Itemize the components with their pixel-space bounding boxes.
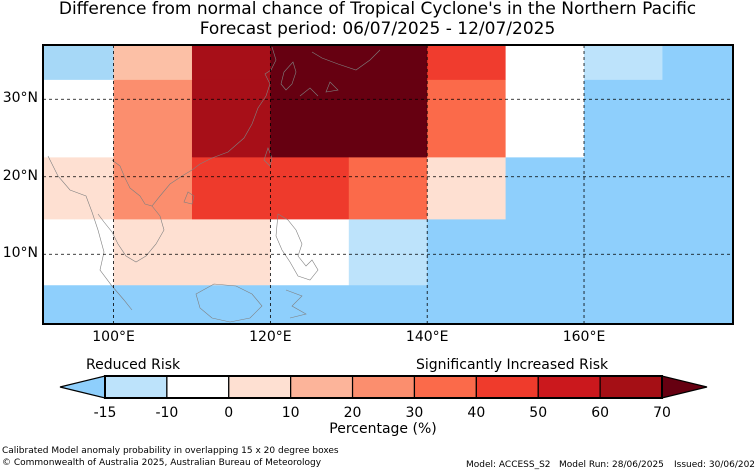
map-cell-5: [505, 45, 585, 81]
colorbar-bin-2: [228, 375, 292, 399]
map-cell-25: [427, 219, 734, 286]
footer-issued: Issued: 30/06/2025: [674, 460, 755, 470]
map-cell-24: [348, 219, 428, 286]
colorbar-bin-6: [475, 375, 539, 399]
chart-title: Difference from normal chance of Tropica…: [58, 0, 697, 19]
lat-tick-label: 20°N: [2, 167, 38, 184]
map-cell-3: [270, 45, 428, 81]
colorbar-tick-label: 20: [343, 405, 362, 421]
colorbar-tick-label: -15: [93, 405, 117, 421]
map-cell-26: [43, 285, 734, 325]
map-cell-8: [43, 79, 115, 158]
map-cell-13: [505, 79, 585, 158]
map-cell-6: [584, 45, 663, 81]
map-cell-2: [191, 45, 271, 81]
footer-model-run: Model Run: 28/06/2025: [559, 460, 664, 470]
colorbar-bin-1: [166, 375, 230, 399]
colorbar-tick-label: 50: [529, 405, 548, 421]
colorbar-low-extension: [59, 375, 106, 399]
map-cell-15: [43, 157, 115, 220]
coastline-china: [111, 46, 277, 207]
colorbar-bin-4: [351, 375, 416, 399]
colorbar-high-extension: [661, 375, 708, 399]
colorbar-tick-label: -10: [155, 405, 179, 421]
colorbar-bin-5: [413, 375, 477, 399]
map-cell-23: [270, 219, 350, 286]
colorbar-bin-3: [290, 375, 354, 399]
coastlines: [47, 46, 381, 323]
lon-tick-label: 100°E: [92, 329, 135, 345]
map-cell-21: [43, 219, 115, 286]
map-cell-19: [427, 157, 507, 220]
coastline-korea: [280, 61, 297, 91]
map-frame: [42, 44, 734, 325]
map-cell-1: [113, 45, 193, 81]
colorbar-tick-label: 60: [591, 405, 610, 421]
map-cell-20: [505, 157, 734, 220]
coastline-indochina: [47, 155, 165, 311]
colorbar-tick-label: 70: [653, 405, 671, 421]
map-cell-12: [427, 79, 507, 158]
map-cell-9: [113, 79, 193, 158]
legend-right-caption: Significantly Increased Risk: [416, 357, 609, 373]
colorbar-tick-label: 0: [224, 405, 234, 421]
colorbar-bin-8: [599, 375, 663, 399]
map-cell-0: [43, 45, 115, 81]
coastline-philippines: [275, 213, 319, 281]
footer-copyright: © Commonwealth of Australia 2025, Austra…: [2, 458, 322, 468]
lon-tick-label: 120°E: [249, 329, 292, 345]
lat-tick-label: 10°N: [2, 245, 38, 262]
map-cell-11: [270, 79, 428, 158]
map-cell-14: [584, 79, 734, 158]
colorbar-tick-label: 30: [405, 405, 424, 421]
colorbar-bin-0: [104, 375, 168, 399]
probability-cells: [43, 45, 734, 325]
map-cell-4: [427, 45, 507, 81]
chart-subtitle: Forecast period: 06/07/2025 - 12/07/2025: [199, 19, 556, 39]
footer-description: Calibrated Model anomaly probability in …: [2, 446, 339, 456]
coastline-hainan: [183, 191, 195, 205]
map-cell-16: [113, 157, 193, 220]
colorbar-tick-label: 40: [467, 405, 486, 421]
colorbar-frame: [104, 375, 663, 399]
colorbar-tick-label: 10: [281, 405, 300, 421]
map-cell-7: [662, 45, 734, 81]
map-cell-22: [113, 219, 271, 286]
lon-tick-label: 160°E: [562, 329, 606, 345]
coastline-borneo: [195, 283, 263, 323]
map-cell-18: [348, 157, 428, 220]
colorbar-xlabel: Percentage (%): [329, 421, 437, 437]
lat-tick-label: 30°N: [2, 90, 38, 107]
map-cell-10: [191, 79, 271, 158]
coastline-sulawesi: [285, 289, 307, 319]
legend-left-caption: Reduced Risk: [86, 357, 181, 373]
footer-model: Model: ACCESS_S2: [466, 460, 551, 470]
graticule: [43, 45, 733, 324]
colorbar: [59, 375, 708, 399]
coastline-japan: [299, 49, 381, 97]
lon-tick-label: 140°E: [405, 329, 449, 345]
colorbar-bin-7: [537, 375, 601, 399]
